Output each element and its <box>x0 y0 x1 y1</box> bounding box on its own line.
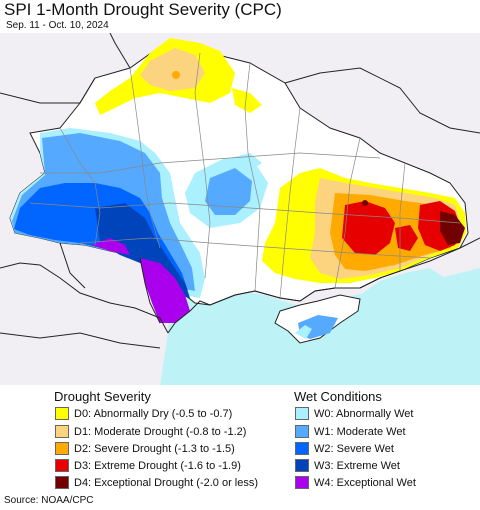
east-exceptional-drought-spot <box>362 200 368 206</box>
legend-item-d3: D3: Extreme Drought (-1.6 to -1.9) <box>55 458 241 473</box>
crimea-abnormally-wet <box>295 325 312 339</box>
drought-map <box>0 33 480 385</box>
legend-label-d0: D0: Abnormally Dry (-0.5 to -0.7) <box>74 407 233 420</box>
map-title: SPI 1-Month Drought Severity (CPC) <box>4 0 282 19</box>
legend-label-w1: W1: Moderate Wet <box>314 425 406 438</box>
north-moderate-drought-area <box>140 48 205 91</box>
legend-item-d4: D4: Exceptional Drought (-2.0 or less) <box>55 475 258 490</box>
east-exceptional-drought-area <box>440 211 465 245</box>
legend-item-d0: D0: Abnormally Dry (-0.5 to -0.7) <box>55 406 232 421</box>
legend-item-d1: D1: Moderate Drought (-0.8 to -1.2) <box>55 424 246 439</box>
legend-label-w3: W3: Extreme Wet <box>314 459 400 472</box>
legend-label-w2: W2: Severe Wet <box>314 442 394 455</box>
legend-swatch-d1 <box>55 425 69 438</box>
country-borders <box>0 33 480 349</box>
central-moderate-wet-area <box>205 168 252 215</box>
legend-swatch-w0 <box>295 407 309 420</box>
legend-item-w2: W2: Severe Wet <box>295 441 394 456</box>
drought-legend-heading: Drought Severity <box>54 389 151 404</box>
north-severe-drought-spot <box>172 71 180 79</box>
legend-swatch-w2 <box>295 442 309 455</box>
southwest-exceptional-wet-area <box>92 238 130 255</box>
map-subtitle-date-range: Sep. 11 - Oct. 10, 2024 <box>6 20 109 31</box>
legend-swatch-w3 <box>295 459 309 472</box>
sea-of-azov <box>360 268 445 295</box>
east-extreme-drought-area-west <box>342 201 395 255</box>
coastline <box>167 237 480 334</box>
south-exceptional-wet-area <box>140 258 190 323</box>
legend-swatch-d4 <box>55 476 69 489</box>
legend-item-w1: W1: Moderate Wet <box>295 424 406 439</box>
oblast-borders <box>29 52 461 299</box>
legend-item-w4: W4: Exceptional Wet <box>295 475 416 490</box>
source-credit: Source: NOAA/CPC <box>4 495 94 506</box>
legend-swatch-w4 <box>295 476 309 489</box>
legend-label-d4: D4: Exceptional Drought (-2.0 or less) <box>74 476 259 489</box>
northeast-abnormally-dry-strip <box>232 88 262 113</box>
legend-swatch-d2 <box>55 442 69 455</box>
wet-legend-heading: Wet Conditions <box>294 389 382 404</box>
legend-item-w3: W3: Extreme Wet <box>295 458 400 473</box>
legend-item-w0: W0: Abnormally Wet <box>295 406 413 421</box>
legend-swatch-w1 <box>295 425 309 438</box>
legend-label-w4: W4: Exceptional Wet <box>314 476 416 489</box>
legend-label-d1: D1: Moderate Drought (-0.8 to -1.2) <box>74 425 247 438</box>
legend-item-d2: D2: Severe Drought (-1.3 to -1.5) <box>55 441 235 456</box>
legend-label-d3: D3: Extreme Drought (-1.6 to -1.9) <box>74 459 241 472</box>
legend-label-w0: W0: Abnormally Wet <box>314 407 414 420</box>
legend-label-d2: D2: Severe Drought (-1.3 to -1.5) <box>74 442 235 455</box>
east-extreme-drought-area-center <box>395 225 418 251</box>
legend-swatch-d0 <box>55 407 69 420</box>
legend-swatch-d3 <box>55 459 69 472</box>
